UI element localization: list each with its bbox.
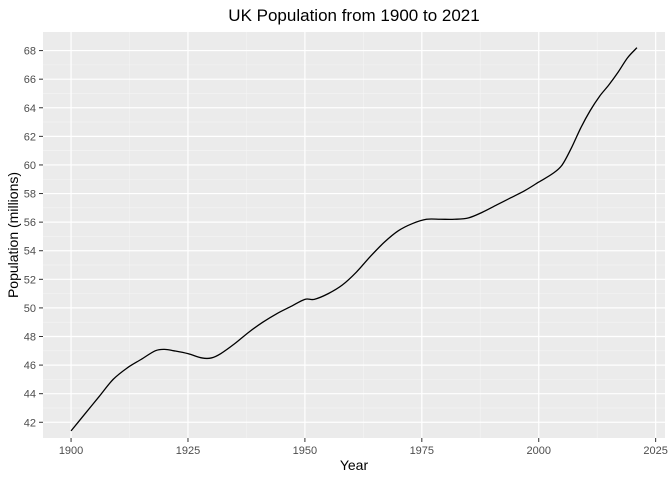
y-tick-label: 62 [24, 131, 36, 143]
y-axis-ticks: 42 44 46 48 50 52 54 56 58 60 62 64 66 68 [24, 46, 43, 429]
y-tick-label: 48 [24, 332, 36, 344]
major-gridlines [43, 32, 665, 438]
x-tick-label: 1900 [59, 445, 83, 457]
y-tick-label: 56 [24, 217, 36, 229]
y-tick-label: 52 [24, 274, 36, 286]
x-axis-title: Year [340, 457, 369, 473]
x-tick-label: 1975 [410, 445, 434, 457]
minor-gridlines [43, 32, 665, 438]
x-tick-label: 2000 [526, 445, 550, 457]
population-series-line [70, 47, 638, 432]
y-axis-title: Population (millions) [5, 172, 21, 298]
x-axis-ticks: 1900 1925 1950 1975 2000 2025 [59, 438, 668, 457]
y-tick-label: 66 [24, 74, 36, 86]
y-tick-label: 50 [24, 303, 36, 315]
y-tick-label: 64 [24, 103, 36, 115]
y-tick-label: 60 [24, 160, 36, 172]
y-tick-label: 44 [24, 389, 36, 401]
y-tick-label: 54 [24, 246, 36, 258]
plot-panel [43, 32, 665, 438]
y-tick-label: 68 [24, 46, 36, 58]
x-tick-label: 1925 [176, 445, 200, 457]
y-tick-label: 58 [24, 189, 36, 201]
series-layer [70, 47, 638, 432]
chart-title: UK Population from 1900 to 2021 [228, 6, 479, 25]
y-tick-label: 42 [24, 417, 36, 429]
x-tick-label: 1950 [293, 445, 317, 457]
y-tick-label: 46 [24, 360, 36, 372]
x-tick-label: 2025 [643, 445, 667, 457]
